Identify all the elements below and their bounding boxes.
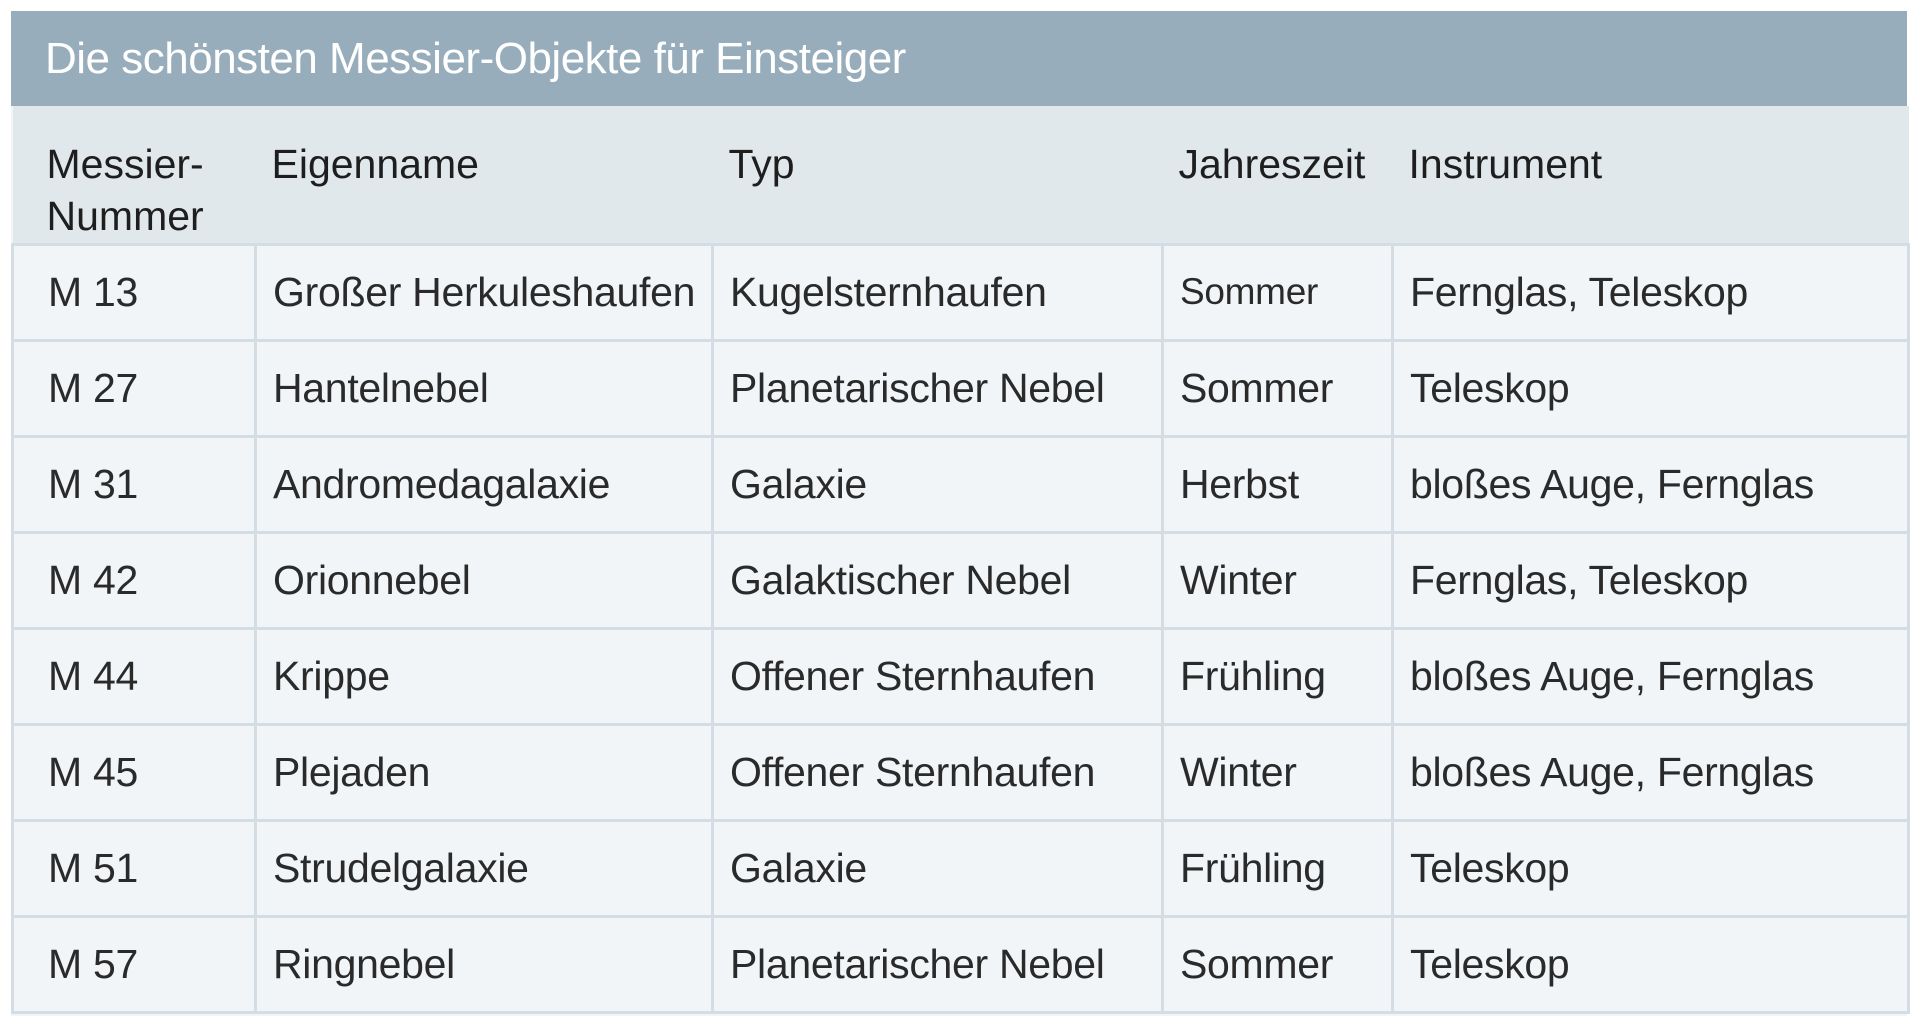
- cell-typ: Offener Sternhaufen: [712, 724, 1164, 822]
- messier-table: Messier- Nummer Eigenname Typ Jahreszeit…: [11, 106, 1910, 1014]
- table-row: M 13 Großer Herkuleshaufen Kugelsternhau…: [11, 242, 1910, 342]
- header-row: Messier- Nummer Eigenname Typ Jahreszeit…: [12, 106, 1909, 244]
- table-title: Die schönsten Messier-Objekte für Einste…: [45, 33, 906, 83]
- table-header: Messier- Nummer Eigenname Typ Jahreszeit…: [12, 106, 1909, 244]
- cell-instrument: Teleskop: [1392, 916, 1910, 1014]
- table-row: M 31 Andromedagalaxie Galaxie Herbst blo…: [11, 436, 1910, 534]
- cell-jahreszeit: Frühling: [1162, 628, 1394, 726]
- cell-jahreszeit: Sommer: [1162, 340, 1394, 438]
- cell-jahreszeit: Herbst: [1162, 436, 1394, 534]
- header-jahreszeit: Jahreszeit: [1162, 106, 1393, 244]
- cell-jahreszeit: Winter: [1162, 532, 1394, 630]
- cell-messier-nummer: M 57: [11, 916, 257, 1014]
- cell-messier-nummer: M 42: [11, 532, 257, 630]
- cell-instrument: bloßes Auge, Fernglas: [1392, 724, 1910, 822]
- cell-eigenname: Orionnebel: [255, 532, 714, 630]
- cell-typ: Galaxie: [712, 436, 1164, 534]
- table-row: M 57 Ringnebel Planetarischer Nebel Somm…: [11, 916, 1910, 1014]
- cell-instrument: Fernglas, Teleskop: [1392, 242, 1910, 342]
- cell-typ: Galaktischer Nebel: [712, 532, 1164, 630]
- cell-messier-nummer: M 44: [11, 628, 257, 726]
- cell-jahreszeit: Sommer: [1162, 242, 1394, 342]
- cell-instrument: bloßes Auge, Fernglas: [1392, 628, 1910, 726]
- cell-typ: Planetarischer Nebel: [712, 340, 1164, 438]
- cell-eigenname: Plejaden: [255, 724, 714, 822]
- cell-instrument: bloßes Auge, Fernglas: [1392, 436, 1910, 534]
- table-body: M 13 Großer Herkuleshaufen Kugelsternhau…: [11, 242, 1910, 1014]
- header-messier-nummer: Messier- Nummer: [12, 106, 256, 244]
- table-row: M 42 Orionnebel Galaktischer Nebel Winte…: [11, 532, 1910, 630]
- cell-typ: Galaxie: [712, 820, 1164, 918]
- header-eigenname: Eigenname: [255, 106, 713, 244]
- table-row: M 51 Strudelgalaxie Galaxie Frühling Tel…: [11, 820, 1910, 918]
- cell-typ: Kugelsternhaufen: [712, 242, 1164, 342]
- cell-instrument: Fernglas, Teleskop: [1392, 532, 1910, 630]
- cell-instrument: Teleskop: [1392, 820, 1910, 918]
- cell-eigenname: Großer Herkuleshaufen: [255, 242, 714, 342]
- cell-messier-nummer: M 51: [11, 820, 257, 918]
- cell-eigenname: Hantelnebel: [255, 340, 714, 438]
- cell-instrument: Teleskop: [1392, 340, 1910, 438]
- cell-jahreszeit: Frühling: [1162, 820, 1394, 918]
- cell-messier-nummer: M 13: [11, 242, 257, 342]
- header-typ: Typ: [712, 106, 1163, 244]
- cell-typ: Planetarischer Nebel: [712, 916, 1164, 1014]
- cell-messier-nummer: M 45: [11, 724, 257, 822]
- cell-typ: Offener Sternhaufen: [712, 628, 1164, 726]
- table-row: M 45 Plejaden Offener Sternhaufen Winter…: [11, 724, 1910, 822]
- cell-messier-nummer: M 31: [11, 436, 257, 534]
- cell-messier-nummer: M 27: [11, 340, 257, 438]
- cell-eigenname: Andromedagalaxie: [255, 436, 714, 534]
- table-row: M 44 Krippe Offener Sternhaufen Frühling…: [11, 628, 1910, 726]
- cell-eigenname: Ringnebel: [255, 916, 714, 1014]
- messier-table-card: Die schönsten Messier-Objekte für Einste…: [11, 11, 1910, 1016]
- table-title-bar: Die schönsten Messier-Objekte für Einste…: [11, 11, 1907, 106]
- header-instrument: Instrument: [1392, 106, 1909, 244]
- table-row: M 27 Hantelnebel Planetarischer Nebel So…: [11, 340, 1910, 438]
- cell-eigenname: Strudelgalaxie: [255, 820, 714, 918]
- cell-jahreszeit: Winter: [1162, 724, 1394, 822]
- cell-eigenname: Krippe: [255, 628, 714, 726]
- cell-jahreszeit: Sommer: [1162, 916, 1394, 1014]
